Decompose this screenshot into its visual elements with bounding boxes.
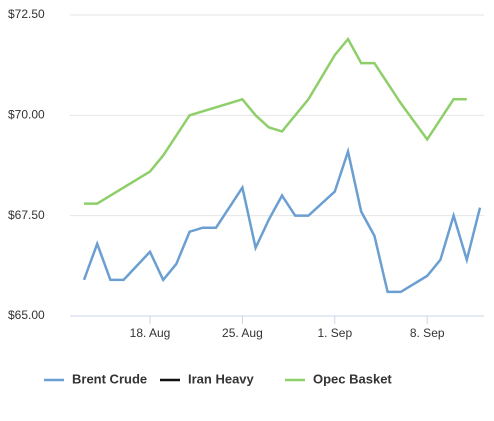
legend-label: Iran Heavy <box>188 371 255 386</box>
legend-label: Brent Crude <box>72 371 147 386</box>
legend-label: Opec Basket <box>313 371 392 386</box>
y-tick-label: $67.50 <box>8 208 45 222</box>
y-tick-label: $72.50 <box>8 7 45 21</box>
line <box>84 36 467 205</box>
x-tick-label: 8. Sep <box>410 326 445 340</box>
x-tick-label: 1. Sep <box>317 326 352 340</box>
y-tick-label: $70.00 <box>8 108 45 122</box>
line <box>82 146 482 294</box>
x-tick-label: 18. Aug <box>130 326 171 340</box>
y-tick-label: $65.00 <box>8 308 45 322</box>
x-tick-label: 25. Aug <box>222 326 263 340</box>
